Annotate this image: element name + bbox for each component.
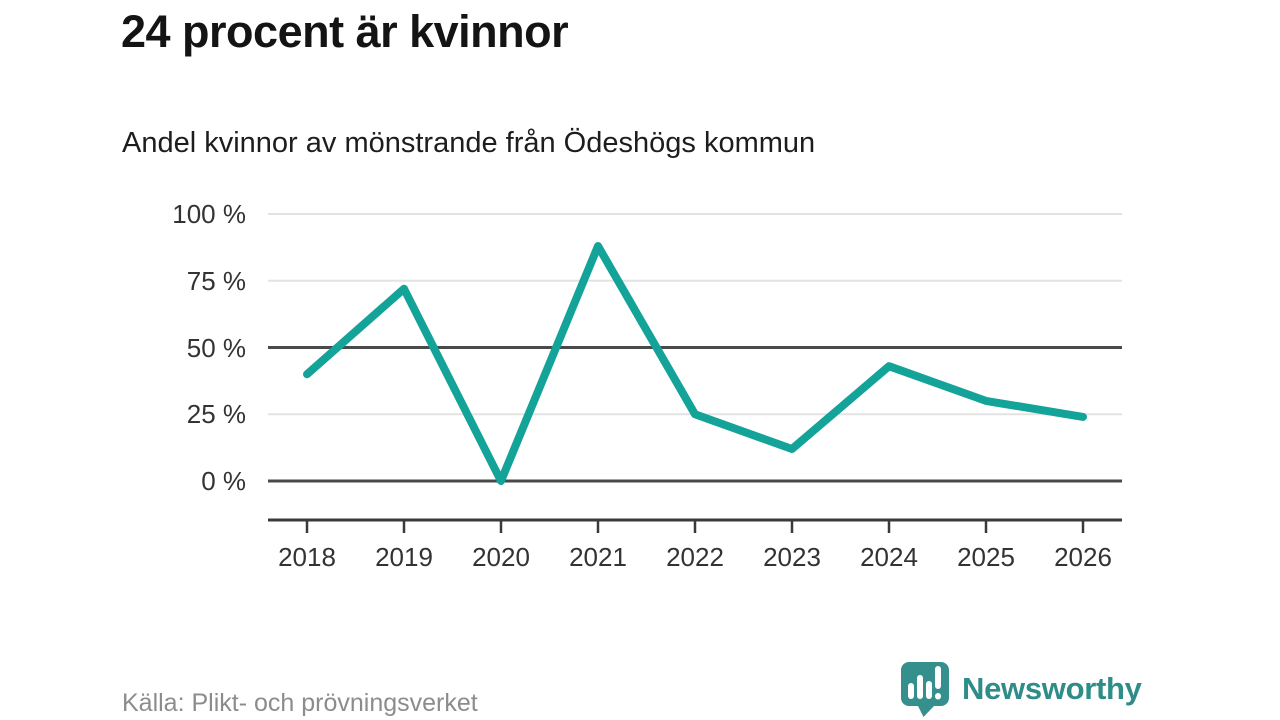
y-tick-label: 25 % — [186, 399, 246, 430]
data-line-series — [303, 242, 1087, 485]
x-tick-label: 2026 — [1054, 542, 1112, 572]
newsworthy-logo: Newsworthy — [897, 660, 1142, 720]
newsworthy-logo-text: Newsworthy — [962, 671, 1142, 706]
x-tick-label: 2022 — [666, 542, 724, 572]
y-tick-label: 50 % — [186, 332, 246, 363]
chart-subtitle: Andel kvinnor av mönstrande från Ödeshög… — [122, 127, 816, 159]
x-tick-label: 2020 — [472, 542, 530, 572]
x-tick-label: 2019 — [375, 542, 433, 572]
y-tick-label: 100 % — [172, 199, 246, 229]
page-title: 24 procent är kvinnor — [121, 6, 569, 57]
x-tick-label: 2023 — [763, 542, 821, 572]
x-tick-label: 2018 — [278, 542, 336, 572]
x-tick-label: 2025 — [957, 542, 1015, 572]
source-note: Källa: Plikt- och prövningsverket — [122, 689, 478, 717]
y-tick-label: 0 % — [201, 466, 246, 496]
newsworthy-speech-bubble-bar-chart-icon — [901, 662, 949, 717]
x-tick-label: 2024 — [860, 542, 918, 572]
x-tick-label: 2021 — [569, 542, 627, 572]
y-tick-label: 75 % — [186, 265, 246, 296]
